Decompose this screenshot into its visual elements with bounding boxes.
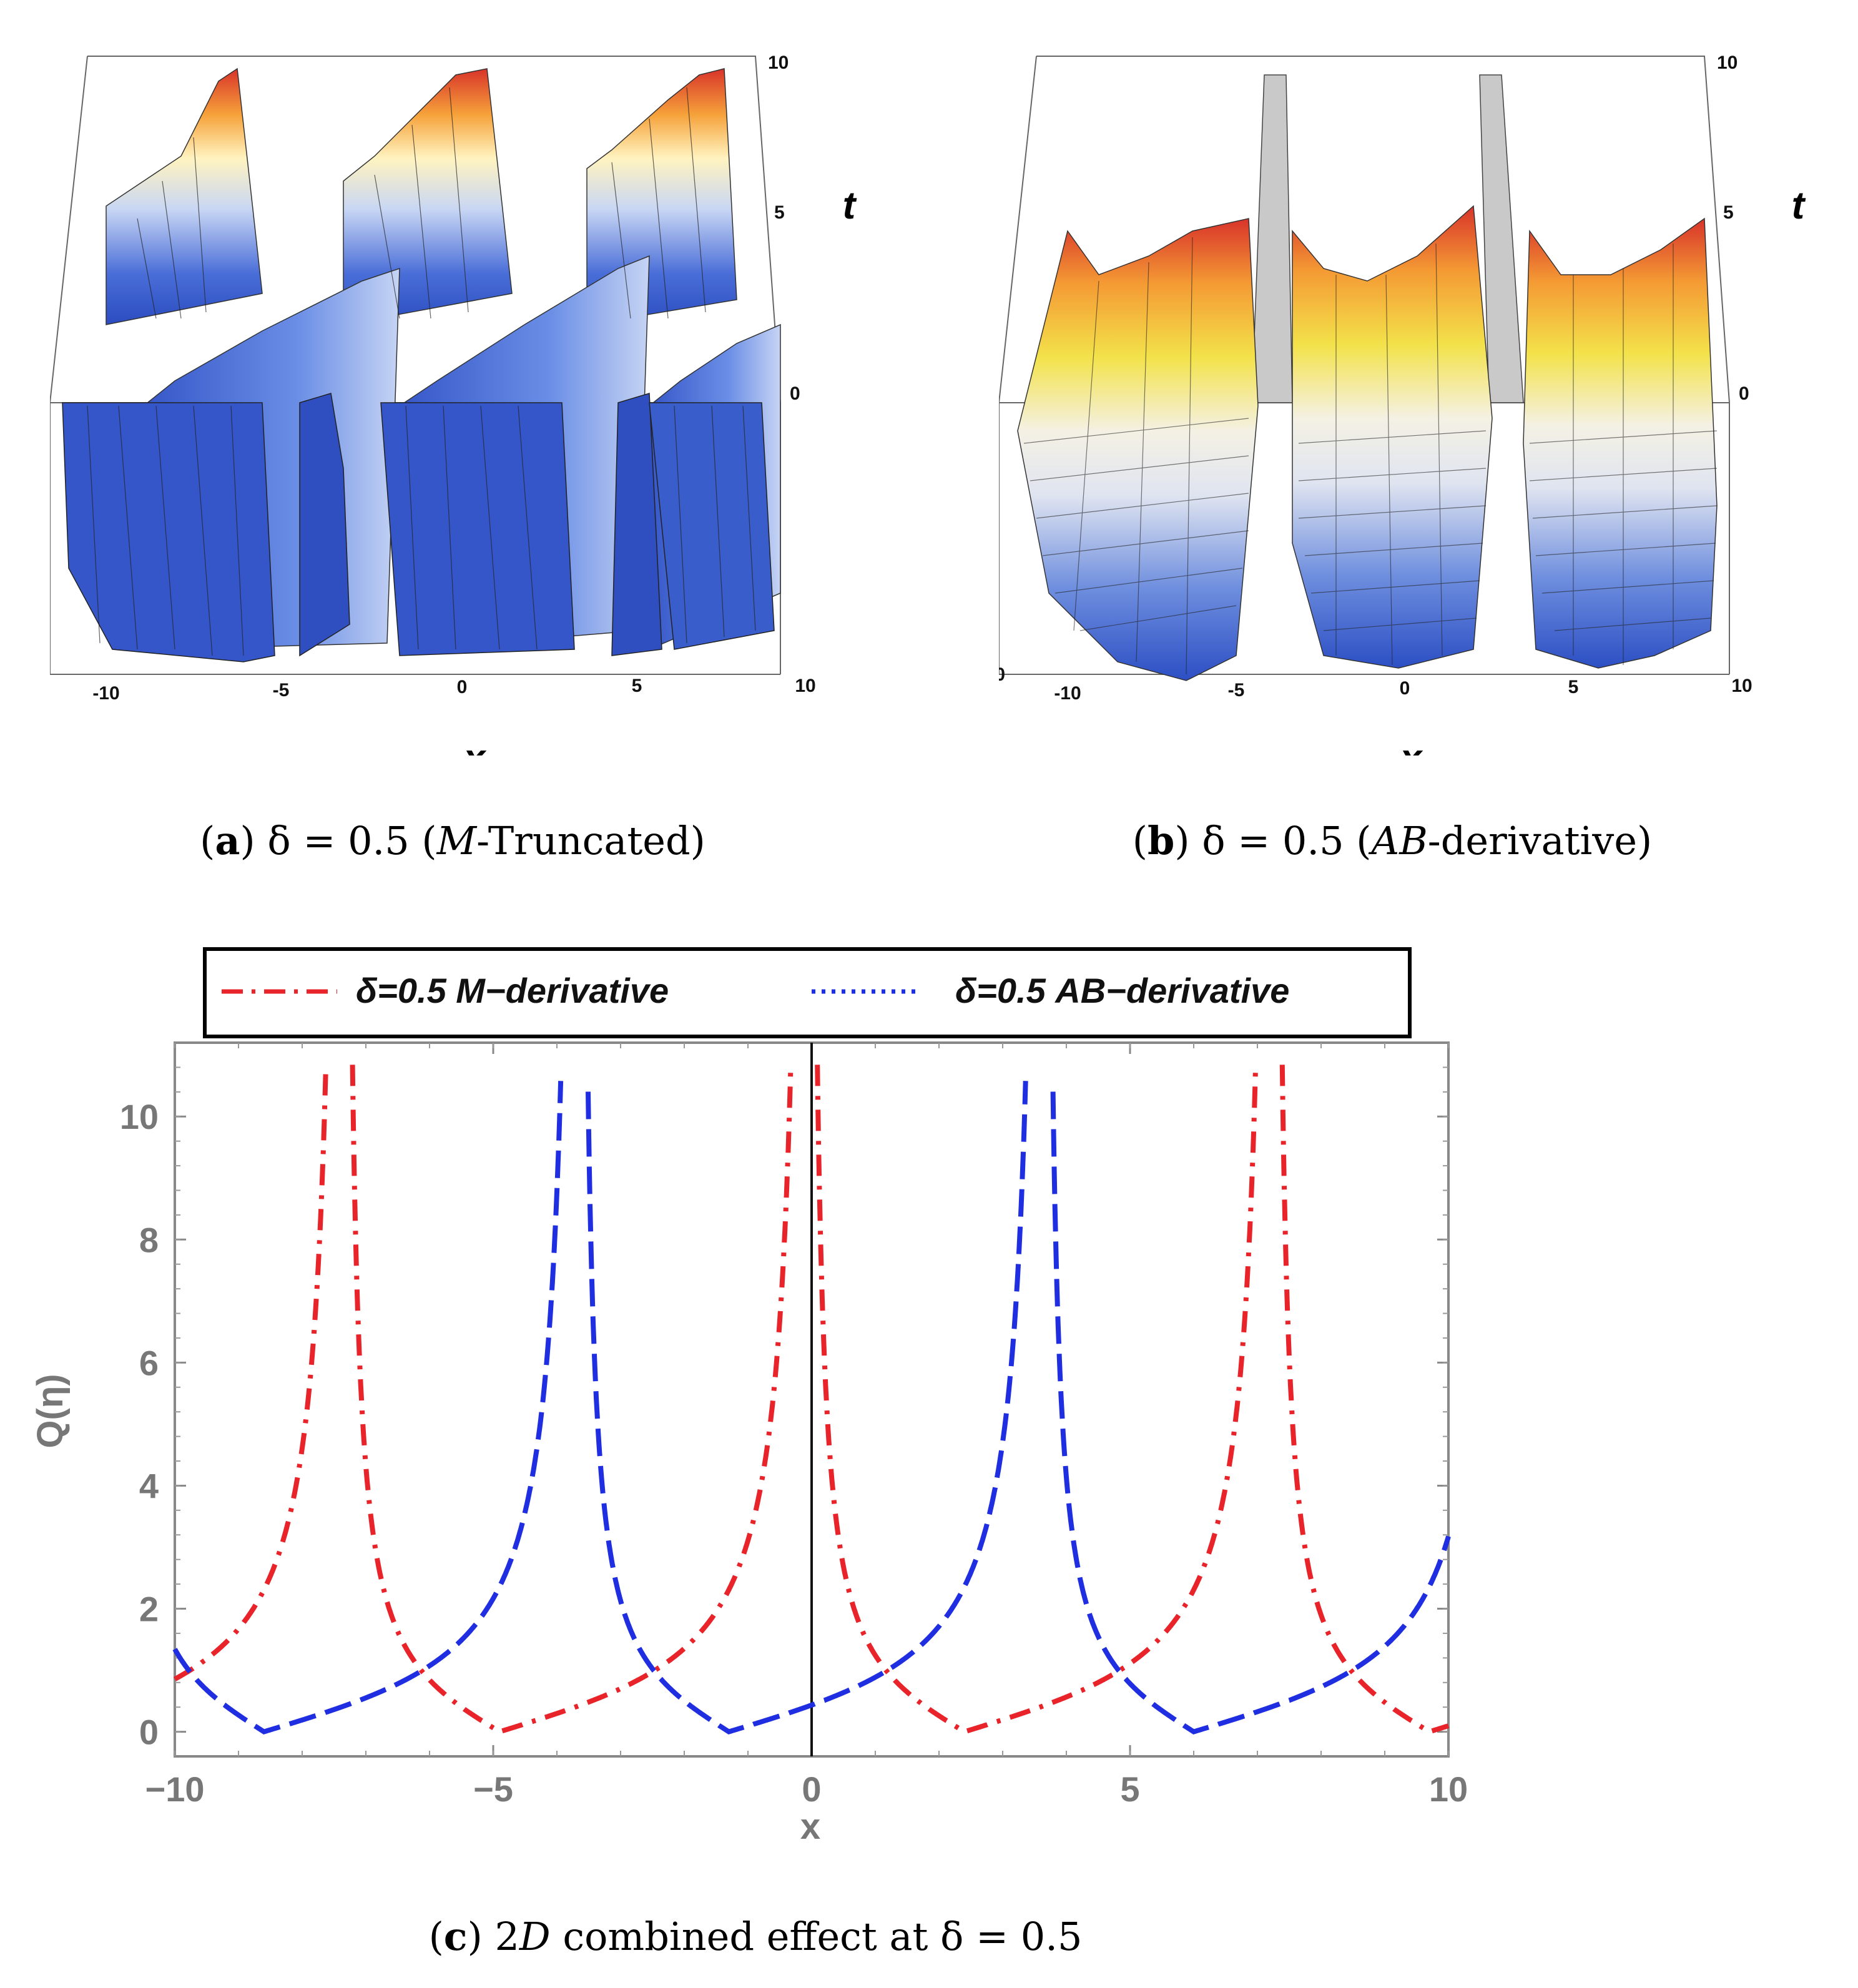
panel-a-x-tick: 0: [457, 677, 468, 697]
panel-b-mesh-lines: [1023, 237, 1718, 675]
panel-b-caption: (b) δ = 0.5 (AB-derivative): [1132, 818, 1653, 864]
series-line-m-derivative: [815, 1065, 1258, 1735]
panel-c-caption-dim: 2: [494, 1914, 519, 1959]
series-line-ab-derivative: [586, 1081, 1028, 1735]
panel-b-caption-delta: δ = 0.5: [1202, 818, 1344, 864]
x-tick-label: 5: [1120, 1769, 1139, 1809]
y-tick-label: 0: [139, 1713, 159, 1752]
x-tick-label: −5: [473, 1769, 513, 1809]
panel-a-t-axis-label: t: [843, 184, 857, 227]
series-layer: [172, 1065, 1451, 1735]
y-tick-label: 4: [139, 1466, 159, 1505]
panel-a-t-tick: 5: [774, 202, 785, 223]
panel-a-caption-suffix: -Truncated: [476, 818, 691, 864]
y-tick-label: 2: [139, 1590, 159, 1629]
panel-a-t-tick: 10: [768, 52, 789, 73]
panel-a-t-ticks: 0 5 10: [768, 52, 800, 404]
panel-b-x-tick: 5: [1568, 677, 1579, 697]
x-axis-label: x: [800, 1806, 820, 1847]
panel-b-caption-letter: b: [1147, 818, 1175, 864]
x-tick-label: −10: [145, 1769, 205, 1809]
panel-c-caption: (c) 2D combined effect at δ = 0.5: [428, 1914, 1083, 1959]
y-tick-label: 6: [139, 1343, 159, 1382]
panel-b-t-ticks: 0 5 10: [1717, 52, 1749, 404]
panel-b-t-tick: 5: [1723, 202, 1734, 223]
panel-a-front-surface: [62, 393, 775, 662]
legend-label-m-derivative: δ=0.5 M−derivative: [356, 971, 669, 1010]
panel-a-x-tick: -10: [92, 683, 119, 704]
panel-b-t-axis-label: t: [1792, 184, 1806, 227]
panel-b-q-ticks: 0 2 4 6 8: [999, 664, 1005, 685]
panel-a-caption-letter: a: [215, 818, 240, 864]
panel-c-line-chart: δ=0.5 M−derivative δ=0.5 AB−derivative 0…: [30, 947, 1468, 1847]
panel-b-x-tick: -5: [1228, 680, 1245, 701]
panel-a-caption-delta: δ = 0.5: [267, 818, 410, 864]
panel-b-surface-plot: -10 -5 0 5 10 0 2 4 6 8 0 5 10 x Q t: [999, 52, 1806, 755]
y-tick-label: 8: [139, 1220, 159, 1259]
x-tick-label: 0: [802, 1769, 821, 1809]
panel-b-q-tick: 0: [999, 664, 1005, 685]
y-axis-label: Q(η): [30, 1374, 71, 1448]
panel-b-valleys: [1017, 205, 1718, 681]
panel-c-caption-text: combined effect at δ = 0.5: [550, 1914, 1083, 1959]
panel-b-x-tick: 10: [1731, 676, 1752, 696]
panel-b-x-tick: 0: [1400, 678, 1410, 699]
chart-legend: δ=0.5 M−derivative δ=0.5 AB−derivative: [203, 947, 1412, 1038]
legend-label-ab-derivative: δ=0.5 AB−derivative: [955, 971, 1289, 1010]
panel-b-caption-derivative: AB: [1371, 818, 1428, 864]
panel-c-caption-letter: c: [443, 1914, 468, 1959]
panel-a-caption: (a) δ = 0.5 (M-Truncated): [200, 818, 705, 864]
series-line-m-derivative: [1279, 1065, 1450, 1735]
panel-b-bounding-box: [999, 56, 1731, 675]
panel-c-caption-dim-italic: D: [519, 1914, 551, 1959]
panel-b-x-ticks: -10 -5 0 5 10: [1054, 676, 1752, 704]
panel-a-caption-derivative: M: [436, 818, 477, 864]
x-tick-labels: −10 −5 0 5 10: [145, 1769, 1468, 1809]
x-tick-label: 10: [1429, 1769, 1468, 1809]
panel-a-x-tick: 10: [795, 676, 815, 696]
series-line-ab-derivative: [1050, 1091, 1451, 1735]
panel-b-caption-suffix: -derivative: [1427, 818, 1638, 864]
y-tick-label: 10: [120, 1097, 159, 1136]
panel-a-x-tick: -5: [273, 680, 290, 701]
panel-a-t-tick: 0: [790, 383, 800, 404]
panel-a-mesh-lines: [87, 87, 756, 656]
panel-b-asymptote-slabs: [1251, 74, 1524, 403]
panel-a-surface-plot: -10 -5 0 5 10 0 5 10 0 5 10 x Q t: [50, 52, 857, 755]
panel-a-x-tick: 5: [632, 676, 642, 696]
panel-b-t-tick: 10: [1717, 52, 1738, 73]
panel-a-x-axis-label: x: [462, 737, 487, 755]
panel-b-x-axis-label: x: [1398, 737, 1423, 755]
y-tick-labels: 0 2 4 6 8 10: [120, 1097, 159, 1751]
legend-box: [203, 947, 1412, 1038]
panel-b-x-tick: -10: [1054, 683, 1081, 704]
series-line-m-derivative: [350, 1065, 794, 1735]
series-line-ab-derivative: [172, 1081, 564, 1735]
panel-a-x-ticks: -10 -5 0 5 10: [92, 676, 815, 704]
panel-b-t-tick: 0: [1739, 383, 1749, 404]
series-line-m-derivative: [173, 1071, 328, 1681]
